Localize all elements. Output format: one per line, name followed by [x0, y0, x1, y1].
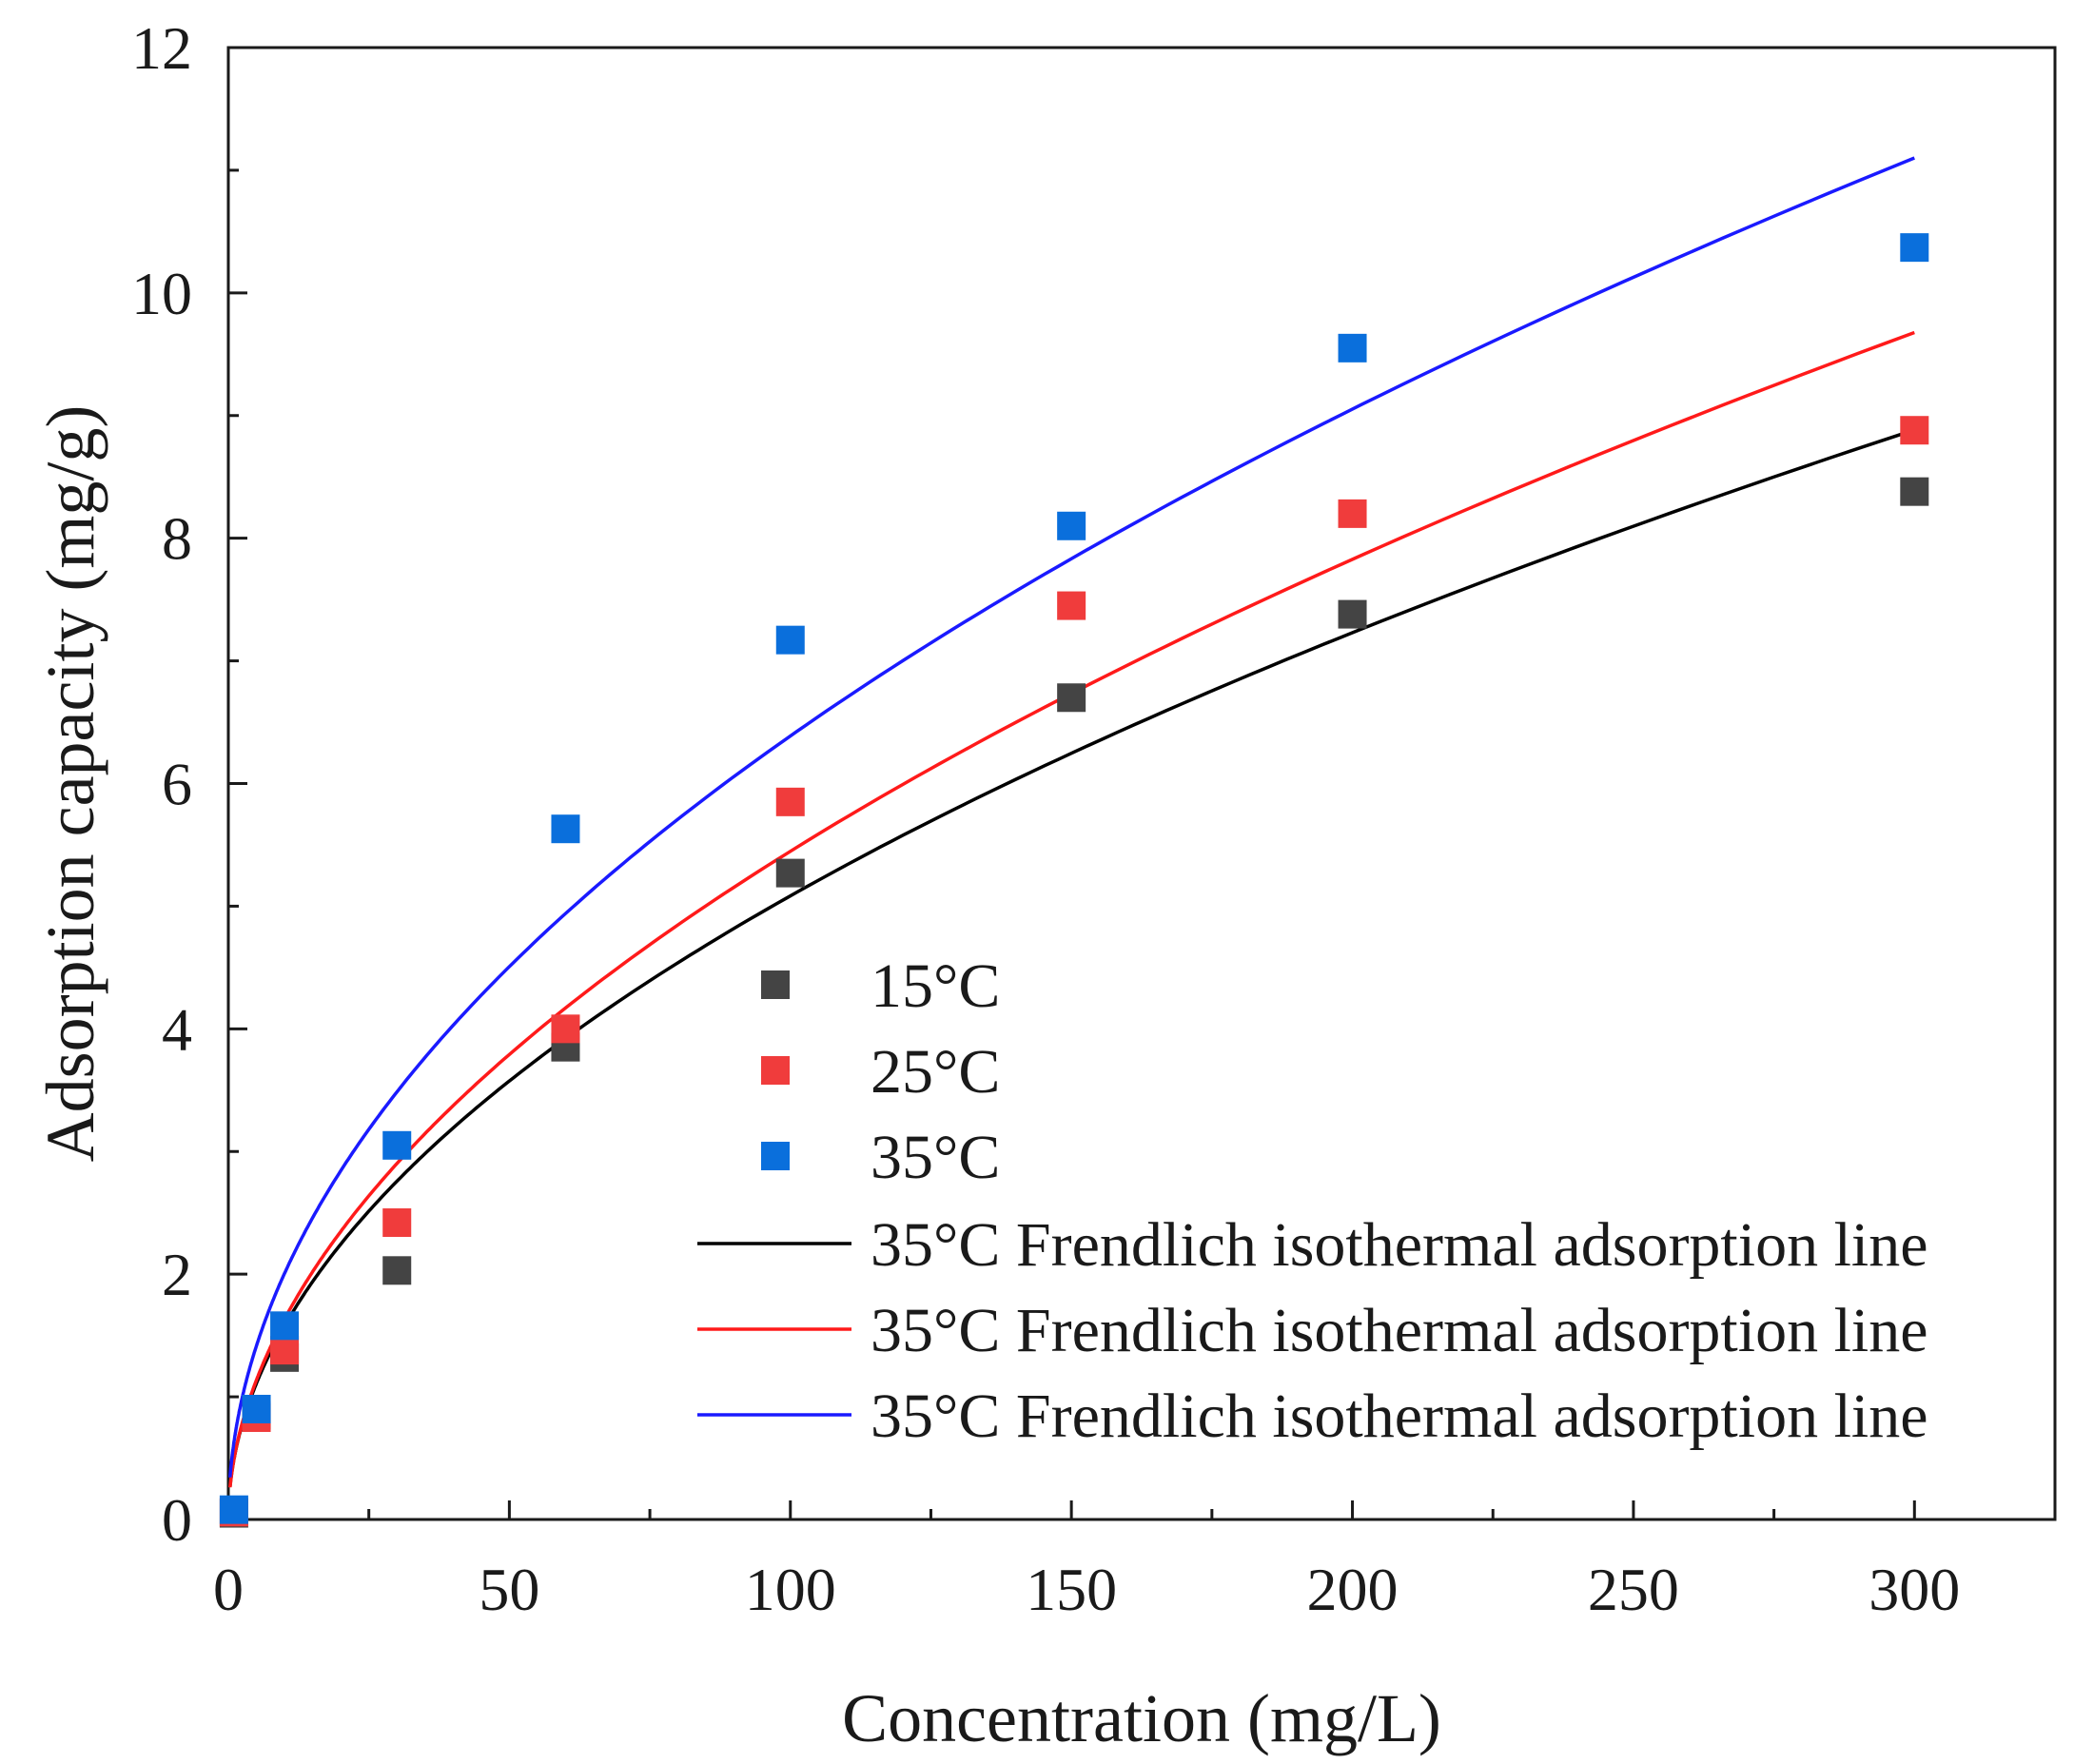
- x-tick-label: 150: [1026, 1556, 1117, 1623]
- y-tick-label: 6: [162, 751, 192, 818]
- data-point: [1900, 233, 1929, 263]
- data-point: [219, 1495, 248, 1524]
- y-axis-label: Adsorption capacity (mg/g): [32, 405, 108, 1163]
- legend-label: 25°C: [871, 1037, 1000, 1107]
- x-axis: 0 50 100 150 200 250 300: [213, 1500, 1960, 1623]
- data-point: [1057, 683, 1086, 713]
- y-tick-label: 4: [162, 995, 192, 1063]
- data-point: [270, 1311, 300, 1341]
- y-tick-label: 2: [162, 1241, 192, 1308]
- y-tick-label: 8: [162, 505, 192, 573]
- data-point: [1338, 599, 1367, 629]
- x-tick-label: 50: [479, 1556, 539, 1623]
- x-tick-label: 0: [213, 1556, 244, 1623]
- x-tick-label: 300: [1869, 1556, 1960, 1623]
- data-point: [1338, 333, 1367, 363]
- fit-line: [228, 156, 1915, 1478]
- legend-marker: [761, 1142, 790, 1170]
- x-tick-label: 100: [745, 1556, 836, 1623]
- legend-label: 35°C: [871, 1123, 1000, 1192]
- data-point: [1900, 477, 1929, 506]
- data-point: [551, 814, 580, 844]
- data-point: [242, 1394, 271, 1423]
- legend-label: 15°C: [871, 951, 1000, 1021]
- y-tick-label: 0: [162, 1486, 192, 1554]
- legend-marker: [761, 970, 790, 999]
- legend-marker: [761, 1056, 790, 1085]
- x-tick-label: 200: [1307, 1556, 1399, 1623]
- x-axis-label: Concentration (mg/L): [842, 1680, 1441, 1756]
- data-point: [1900, 416, 1929, 445]
- fit-curves: [228, 156, 1915, 1488]
- y-tick-label: 10: [131, 260, 192, 327]
- data-point: [270, 1336, 300, 1365]
- data-point: [382, 1256, 412, 1285]
- data-point: [775, 787, 805, 816]
- x-tick-label: 250: [1588, 1556, 1679, 1623]
- legend-label: 35°C Frendlich isothermal adsorption lin…: [871, 1382, 1928, 1451]
- data-point: [1057, 511, 1086, 540]
- legend-label: 35°C Frendlich isothermal adsorption lin…: [871, 1210, 1928, 1280]
- legend-label: 35°C Frendlich isothermal adsorption lin…: [871, 1296, 1928, 1365]
- data-point: [382, 1208, 412, 1238]
- data-point: [775, 625, 805, 655]
- data-point: [1338, 499, 1367, 528]
- legend: 15°C 25°C 35°C 35°C Frendlich isothermal ad…: [697, 951, 1928, 1451]
- y-axis: 0 2 4 6 8 10 12: [131, 14, 247, 1554]
- data-points: [219, 233, 1929, 1528]
- data-point: [775, 858, 805, 888]
- y-tick-label: 12: [131, 14, 192, 82]
- data-point: [551, 1014, 580, 1044]
- data-point: [382, 1130, 412, 1160]
- data-point: [1057, 591, 1086, 620]
